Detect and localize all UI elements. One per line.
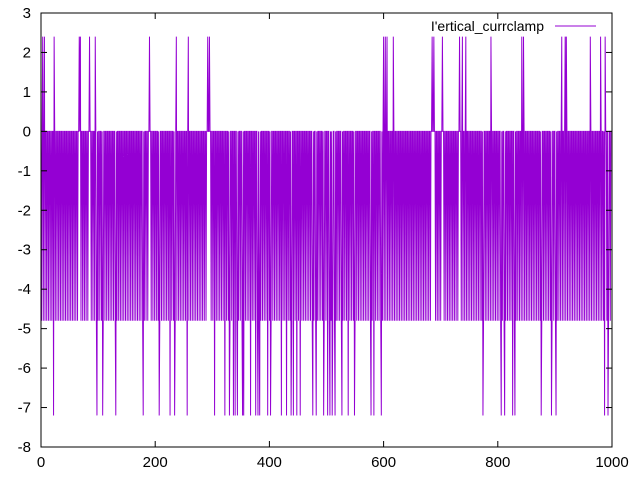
legend-label: I'ertical_currclamp	[431, 18, 544, 34]
y-tick-label: 2	[23, 44, 31, 61]
y-tick-label: -4	[18, 281, 31, 298]
y-tick-label: -6	[18, 360, 31, 377]
y-tick-label: -7	[18, 400, 31, 417]
y-tick-label: 0	[23, 123, 31, 140]
y-tick-label: -1	[18, 163, 31, 180]
y-tick-label: -5	[18, 321, 31, 338]
x-tick-label: 1000	[595, 454, 628, 471]
ticks-layer: 3 2 1 0 -1 -2 -3 -4 -5 -6 -7 -8 0 200 400 600 800 1000	[18, 5, 629, 471]
x-tick-label: 0	[37, 454, 45, 471]
legend: I'ertical_currclamp	[431, 18, 596, 34]
x-tick-label: 200	[143, 454, 168, 471]
x-tick-label: 400	[257, 454, 282, 471]
y-tick-label: 3	[23, 5, 31, 22]
x-tick-label: 800	[485, 454, 510, 471]
series-layer	[40, 36, 612, 416]
y-tick-label: 1	[23, 84, 31, 101]
plot-frame	[40, 12, 613, 448]
x-tick-label: 600	[371, 454, 396, 471]
series-line	[40, 36, 612, 416]
y-tick-label: -3	[18, 242, 31, 259]
y-tick-label: -8	[18, 439, 31, 456]
y-tick-label: -2	[18, 202, 31, 219]
